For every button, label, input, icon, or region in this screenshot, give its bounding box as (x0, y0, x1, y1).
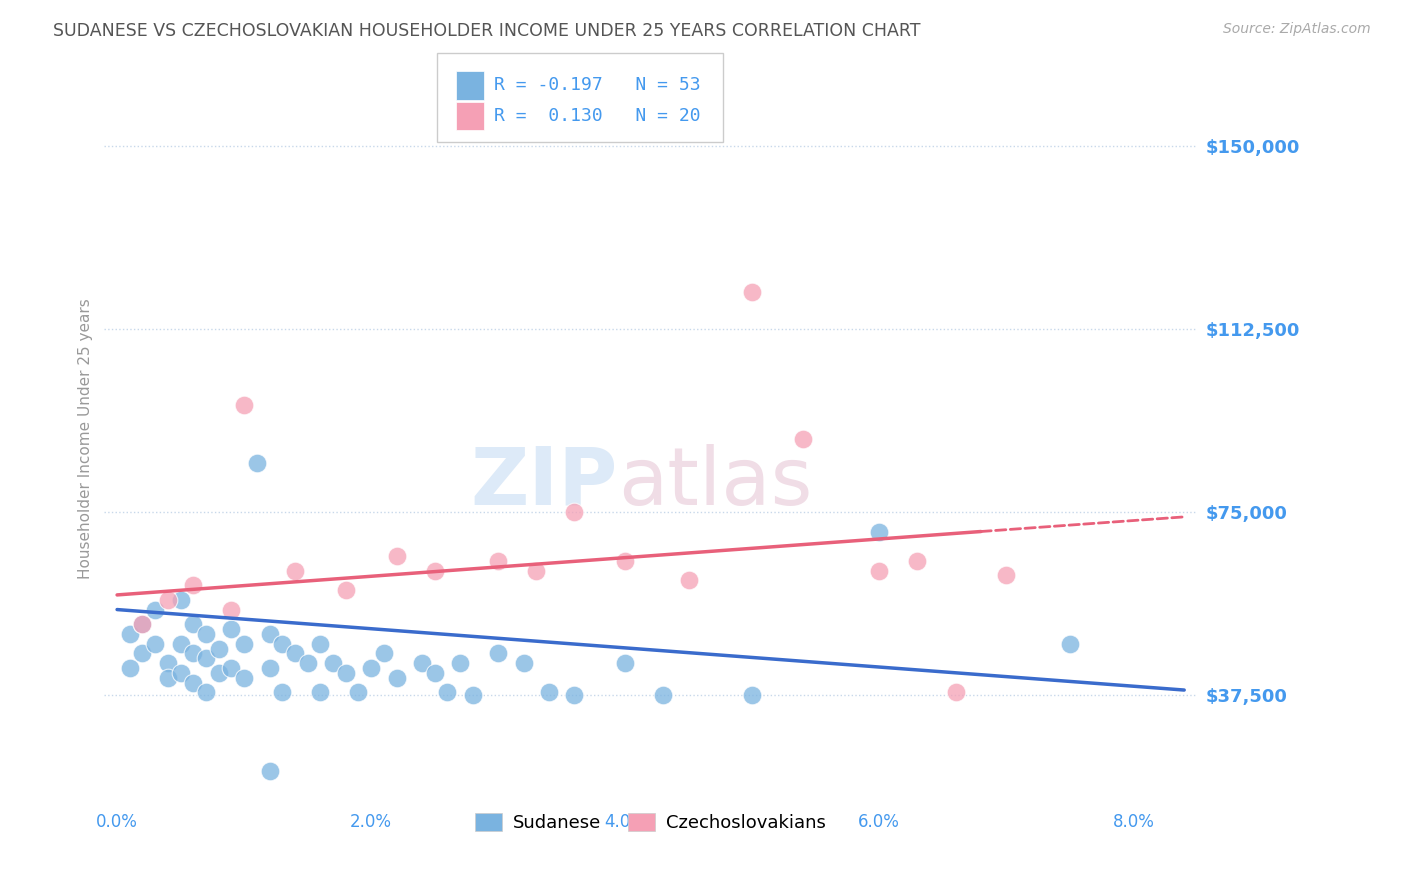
Point (181, 647, 204, 661)
Point (512, 657, 534, 671)
Point (271, 685, 294, 699)
Point (486, 554, 509, 568)
Text: R =  0.130   N = 20: R = 0.130 N = 20 (494, 107, 700, 125)
Point (284, 647, 307, 661)
Point (233, 398, 256, 412)
Point (143, 602, 166, 616)
Point (131, 617, 153, 632)
Point (195, 627, 218, 641)
Text: Source: ZipAtlas.com: Source: ZipAtlas.com (1223, 22, 1371, 37)
Point (486, 647, 509, 661)
Point (221, 602, 243, 616)
Point (652, 688, 675, 702)
Point (271, 637, 294, 651)
Point (208, 665, 231, 680)
Point (461, 688, 484, 702)
Point (385, 671, 408, 685)
Point (385, 549, 408, 563)
Point (995, 568, 1018, 582)
Point (564, 688, 586, 702)
Point (792, 432, 814, 446)
Point (360, 661, 382, 675)
Point (131, 617, 153, 632)
Y-axis label: Householder Income Under 25 years: Householder Income Under 25 years (79, 299, 93, 579)
Text: R = -0.197   N = 53: R = -0.197 N = 53 (494, 76, 700, 94)
Point (259, 627, 281, 641)
Point (741, 285, 763, 300)
Point (309, 685, 332, 699)
Point (156, 657, 179, 671)
Point (169, 665, 191, 680)
Point (322, 657, 344, 671)
Point (195, 651, 218, 665)
Point (907, 554, 929, 568)
Point (868, 524, 890, 539)
Point (741, 688, 763, 702)
Point (347, 685, 370, 699)
Point (233, 671, 256, 685)
Point (335, 665, 357, 680)
Point (118, 627, 141, 641)
Point (297, 657, 319, 671)
Point (1059, 637, 1081, 651)
Point (143, 637, 166, 651)
Point (537, 685, 560, 699)
Point (181, 578, 204, 592)
Point (678, 574, 700, 588)
Point (423, 665, 446, 680)
Point (131, 647, 153, 661)
Point (208, 641, 231, 656)
Point (284, 564, 307, 578)
Point (423, 564, 446, 578)
Point (156, 671, 179, 685)
Point (524, 564, 547, 578)
Point (169, 592, 191, 607)
Point (436, 685, 458, 699)
Point (169, 637, 191, 651)
Point (564, 505, 586, 519)
Point (945, 685, 967, 699)
Point (195, 685, 218, 699)
Point (259, 661, 281, 675)
Text: atlas: atlas (617, 443, 813, 522)
Point (156, 592, 179, 607)
Point (221, 622, 243, 636)
Point (449, 657, 471, 671)
Point (221, 661, 243, 675)
Point (373, 647, 395, 661)
Point (118, 661, 141, 675)
Point (614, 554, 637, 568)
Point (246, 456, 269, 470)
Point (868, 564, 890, 578)
Text: ZIP: ZIP (471, 443, 617, 522)
Point (335, 582, 357, 597)
Point (181, 617, 204, 632)
Point (309, 637, 332, 651)
Text: SUDANESE VS CZECHOSLOVAKIAN HOUSEHOLDER INCOME UNDER 25 YEARS CORRELATION CHART: SUDANESE VS CZECHOSLOVAKIAN HOUSEHOLDER … (53, 22, 921, 40)
Point (181, 675, 204, 690)
Point (259, 764, 281, 778)
Point (614, 657, 637, 671)
Point (411, 657, 433, 671)
Legend: Sudanese, Czechoslovakians: Sudanese, Czechoslovakians (468, 805, 834, 839)
Point (233, 637, 256, 651)
